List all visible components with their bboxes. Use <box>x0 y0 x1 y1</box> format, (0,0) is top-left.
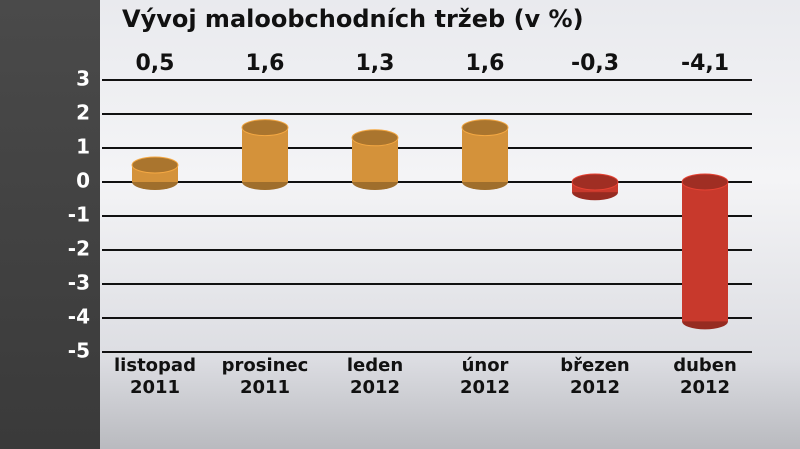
bar <box>242 127 288 182</box>
bar-top <box>131 156 179 174</box>
bar-top <box>571 173 619 191</box>
value-label: 1,3 <box>356 51 395 76</box>
y-tick-label: 3 <box>76 67 90 91</box>
x-tick-label: leden 2012 <box>346 355 404 398</box>
y-tick-label: -3 <box>68 271 90 295</box>
chart-title: Vývoj maloobchodních tržeb (v %) <box>122 5 584 33</box>
x-tick-label: březen 2012 <box>560 355 630 398</box>
y-tick-label: 2 <box>76 101 90 125</box>
side-strip <box>0 0 100 449</box>
bar <box>682 182 728 322</box>
value-label: -0,3 <box>571 51 619 76</box>
y-tick-label: -2 <box>68 237 90 261</box>
bar-top <box>681 173 729 191</box>
value-label: 1,6 <box>246 51 285 76</box>
bar-top <box>461 119 509 137</box>
x-tick-label: duben 2012 <box>673 355 737 398</box>
y-tick-label: -4 <box>68 305 90 329</box>
y-tick-label: 1 <box>76 135 90 159</box>
value-label: -4,1 <box>681 51 729 76</box>
bar <box>462 127 508 182</box>
x-tick-label: únor 2012 <box>459 355 511 398</box>
y-tick-label: -1 <box>68 203 90 227</box>
bar-top <box>241 119 289 137</box>
y-tick-label: 0 <box>76 169 90 193</box>
value-label: 1,6 <box>466 51 505 76</box>
x-tick-label: listopad 2011 <box>114 355 196 398</box>
value-label: 0,5 <box>136 51 175 76</box>
bar-top <box>351 129 399 147</box>
y-tick-label: -5 <box>68 339 90 363</box>
x-tick-label: prosinec 2011 <box>221 355 309 398</box>
